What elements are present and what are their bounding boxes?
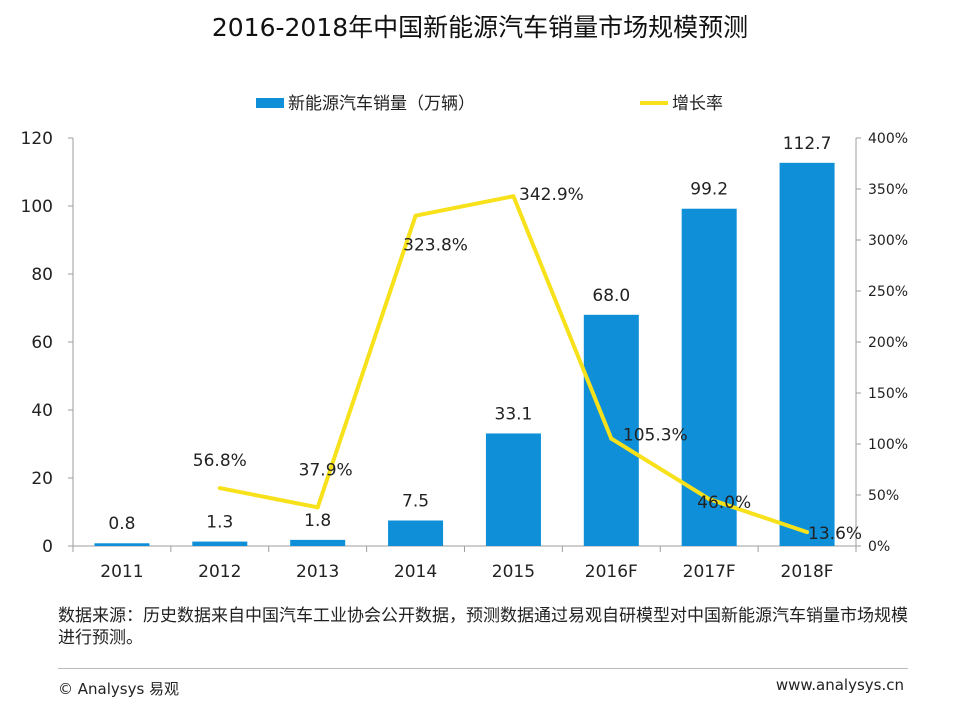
x-tick-label: 2011 bbox=[100, 562, 143, 582]
data-labels: 0.8 1.3 1.8 7.5 33.1 68.0 99.2 112.7 56.8% 37.9% 3… bbox=[108, 134, 862, 544]
bar-value-label: 1.8 bbox=[304, 511, 331, 531]
x-tick-label: 2012 bbox=[198, 562, 241, 582]
y-right-tick-label: 300% bbox=[868, 233, 908, 249]
growth-value-label: 13.6% bbox=[808, 524, 862, 544]
y-left-tick-label: 100 bbox=[21, 197, 53, 217]
growth-value-label: 56.8% bbox=[193, 451, 247, 471]
y-right-tick-label: 250% bbox=[868, 284, 908, 300]
y-right-tick-label: 100% bbox=[868, 437, 908, 453]
growth-point bbox=[413, 213, 418, 218]
y-left-tick-label: 20 bbox=[31, 469, 53, 489]
growth-value-label: 323.8% bbox=[403, 236, 468, 256]
y-left-tick-label: 120 bbox=[21, 129, 53, 149]
growth-line-series bbox=[217, 194, 810, 535]
bar bbox=[388, 520, 444, 546]
y-right-tick-label: 400% bbox=[868, 131, 908, 147]
bar-value-label: 0.8 bbox=[108, 514, 135, 534]
y-left-tick-label: 40 bbox=[31, 401, 53, 421]
bar-value-label: 68.0 bbox=[592, 286, 630, 306]
x-tick-label: 2015 bbox=[492, 562, 535, 582]
bar-value-label: 1.3 bbox=[206, 513, 233, 533]
legend: 新能源汽车销量（万辆） 增长率 bbox=[256, 94, 723, 114]
source-note: 数据来源：历史数据来自中国汽车工业协会公开数据，预测数据通过易观自研模型对中国新… bbox=[58, 606, 908, 648]
bar bbox=[779, 162, 835, 546]
growth-point bbox=[217, 486, 222, 491]
x-tick-label: 2017F bbox=[683, 562, 736, 582]
y-right-tick-label: 350% bbox=[868, 182, 908, 198]
x-tick-label: 2013 bbox=[296, 562, 339, 582]
legend-bar-swatch bbox=[256, 98, 284, 108]
bar bbox=[583, 314, 639, 546]
chart-title: 2016-2018年中国新能源汽车销量市场规模预测 bbox=[211, 13, 749, 42]
y-right-tick-label: 200% bbox=[868, 335, 908, 351]
footer-divider bbox=[58, 668, 908, 669]
bar bbox=[485, 433, 541, 546]
growth-point bbox=[707, 497, 712, 502]
growth-point bbox=[315, 505, 320, 510]
growth-point bbox=[609, 436, 614, 441]
legend-line-label: 增长率 bbox=[672, 94, 723, 114]
x-tick-label: 2016F bbox=[585, 562, 638, 582]
axes: 0 20 40 60 80 100 120 0% 50% 100% 150% 200% 250% 300%… bbox=[21, 129, 908, 582]
y-left-tick-label: 0 bbox=[42, 537, 53, 557]
chart-svg: 新能源汽车销量（万辆） 增长率 0 20 40 60 80 100 120 0% 50% 100% 1… bbox=[21, 94, 908, 582]
y-right-tick-label: 150% bbox=[868, 386, 908, 402]
x-tick-label: 2018F bbox=[781, 562, 834, 582]
growth-value-label: 46.0% bbox=[697, 493, 751, 513]
growth-value-label: 105.3% bbox=[623, 426, 688, 446]
y-right-tick-label: 0% bbox=[868, 539, 890, 555]
copyright-text: © Analysys 易观 bbox=[58, 680, 180, 698]
bar bbox=[192, 541, 248, 546]
growth-value-label: 37.9% bbox=[299, 460, 353, 480]
y-right-tick-label: 50% bbox=[868, 488, 899, 504]
bar-value-label: 33.1 bbox=[495, 404, 533, 424]
bar-value-label: 112.7 bbox=[783, 134, 832, 154]
bar bbox=[290, 539, 346, 546]
growth-point bbox=[511, 194, 516, 199]
y-left-tick-label: 60 bbox=[31, 333, 53, 353]
growth-value-label: 342.9% bbox=[519, 185, 584, 205]
x-tick-label: 2014 bbox=[394, 562, 437, 582]
growth-point bbox=[805, 530, 810, 535]
bar bbox=[94, 543, 150, 546]
bar-value-label: 99.2 bbox=[690, 180, 728, 200]
bar-series bbox=[94, 162, 835, 546]
bar-value-label: 7.5 bbox=[402, 492, 429, 512]
y-left-tick-label: 80 bbox=[31, 265, 53, 285]
legend-bar-label: 新能源汽车销量（万辆） bbox=[288, 94, 475, 114]
website-link[interactable]: www.analysys.cn bbox=[775, 676, 904, 694]
